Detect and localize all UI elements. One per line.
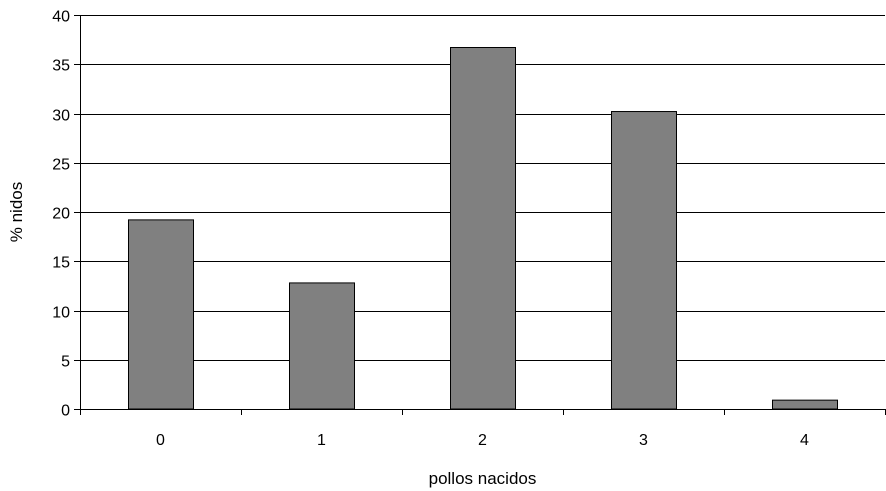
y-tick-label: 20 <box>52 206 70 223</box>
bar-0 <box>128 219 194 410</box>
bar-3 <box>611 111 677 410</box>
y-tick-label: 25 <box>52 157 70 174</box>
y-tick-label: 40 <box>52 9 70 26</box>
y-axis-title: % nidos <box>7 182 26 242</box>
x-tick-label: 2 <box>478 432 487 449</box>
tick-labels: 0 5 10 15 20 25 30 35 40 0 1 2 3 4 <box>52 9 809 450</box>
y-tick-label: 0 <box>61 403 70 420</box>
y-tick-label: 5 <box>61 354 70 371</box>
y-tick-label: 35 <box>52 58 70 75</box>
x-axis-title: pollos nacidos <box>429 469 537 488</box>
bar-2 <box>450 47 516 410</box>
y-tick-label: 30 <box>52 108 70 125</box>
x-tick-label: 4 <box>800 432 809 449</box>
bar-1 <box>289 282 355 410</box>
x-tick-label: 1 <box>317 432 326 449</box>
x-tick-label: 3 <box>639 432 648 449</box>
y-tick-label: 10 <box>52 305 70 322</box>
bar-4 <box>772 399 838 410</box>
x-tick-label: 0 <box>156 432 165 449</box>
bars <box>128 47 838 410</box>
y-tick-label: 15 <box>52 255 70 272</box>
